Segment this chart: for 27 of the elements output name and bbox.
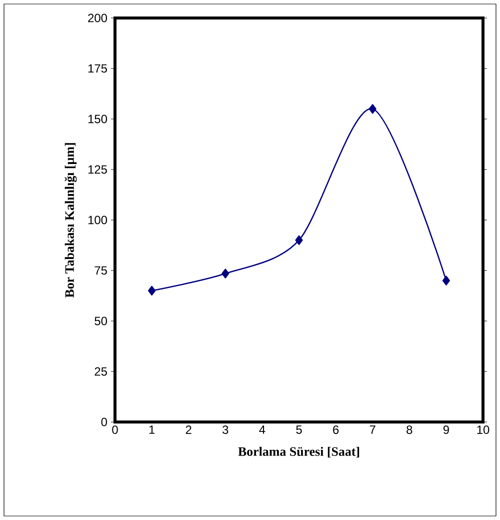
x-axis-title: Borlama Süresi [Saat] (238, 446, 360, 458)
x-tick-label: 2 (186, 426, 192, 434)
y-tick-label: 75 (94, 266, 107, 275)
x-tick-label: 7 (370, 426, 376, 434)
point (295, 235, 303, 246)
point (222, 268, 230, 278)
x-tick-label: 8 (406, 426, 412, 434)
x-tick-label: 3 (222, 426, 228, 434)
point (148, 286, 156, 296)
y-tick-label: 200 (88, 14, 108, 22)
y-tick-label: 100 (88, 216, 108, 224)
y-tick-label: 175 (88, 64, 107, 73)
point (442, 276, 450, 286)
point (368, 104, 376, 114)
x-tick-label: 0 (112, 426, 118, 434)
y-tick-label: 25 (94, 367, 107, 376)
x-tick-label: 9 (443, 426, 449, 434)
x-tick-label: 1 (149, 426, 155, 434)
x-tick-label: 6 (333, 426, 339, 434)
y-tick-label: 125 (88, 165, 107, 174)
x-tick-label: 5 (296, 426, 302, 434)
x-tick-label: 10 (477, 426, 490, 434)
y-tick-label: 0 (101, 418, 108, 426)
y-tick-label: 50 (94, 316, 108, 326)
y-tick-label: 150 (88, 114, 108, 124)
y-axis-title: Bor Tabakası Kalınlığı [µm] (64, 143, 77, 298)
x-tick-label: 4 (259, 426, 266, 434)
